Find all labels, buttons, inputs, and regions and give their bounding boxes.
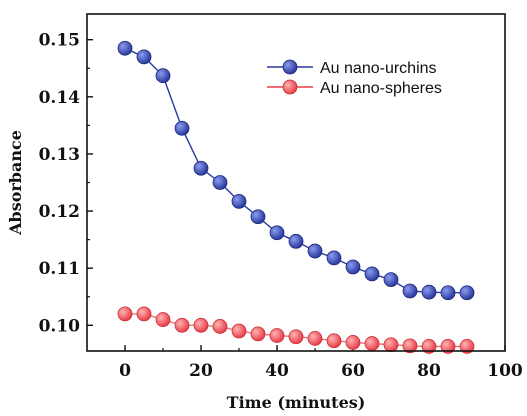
data-point [326, 333, 342, 349]
x-tick-label: 60 [341, 361, 365, 381]
data-point [117, 40, 133, 56]
legend-item: Au nano-urchins [267, 59, 437, 77]
data-point [440, 339, 456, 354]
data-point [155, 68, 171, 84]
data-point [269, 225, 285, 241]
data-point [421, 284, 437, 300]
y-tick-label: 0.12 [39, 202, 80, 222]
data-point [383, 272, 399, 288]
data-point [136, 49, 152, 65]
legend-item: Au nano-spheres [267, 79, 442, 97]
data-point [402, 283, 418, 299]
data-point [250, 326, 266, 342]
data-point [383, 337, 399, 353]
x-tick-labels: 0 20 40 60 80 100 [119, 361, 523, 381]
legend-marker [282, 59, 298, 75]
data-point [288, 329, 304, 345]
y-axis-label: Absorbance [6, 130, 25, 236]
data-point [421, 339, 437, 354]
data-point [212, 319, 228, 334]
data-point [402, 338, 418, 354]
data-point [155, 312, 171, 327]
x-tick-label: 80 [417, 361, 441, 381]
y-tick-label: 0.13 [39, 145, 80, 165]
legend-label: Au nano-spheres [320, 80, 442, 97]
x-tick-label: 100 [487, 361, 523, 381]
x-axis-label: Time (minutes) [227, 393, 366, 412]
data-point [250, 209, 266, 225]
data-point [212, 175, 228, 190]
data-point [117, 306, 133, 322]
legend: Au nano-urchins Au nano-spheres [267, 59, 442, 97]
data-point [231, 193, 247, 209]
data-point [136, 306, 152, 322]
data-point [193, 317, 209, 333]
series-au-nano-spheres [117, 306, 475, 354]
data-point [345, 335, 361, 350]
data-point [364, 266, 380, 282]
y-tick-label: 0.10 [39, 316, 81, 336]
data-point [307, 331, 323, 346]
x-tick-label: 40 [265, 361, 289, 381]
data-point [231, 323, 247, 339]
series-layer [117, 40, 475, 354]
data-point [174, 120, 190, 136]
y-tick-label: 0.14 [39, 88, 81, 108]
data-point [288, 233, 304, 249]
data-point [174, 317, 190, 333]
data-point [326, 250, 342, 266]
plot-frame [86, 13, 506, 352]
legend-marker [282, 79, 298, 95]
data-point [364, 336, 380, 351]
data-point [440, 285, 456, 301]
data-point [193, 160, 209, 176]
series-au-nano-urchins [117, 40, 475, 301]
legend-label: Au nano-urchins [320, 60, 437, 77]
y-tick-labels: 0.10 0.11 0.12 0.13 0.14 0.15 [39, 31, 81, 337]
data-point [307, 243, 323, 259]
data-point [459, 339, 475, 354]
data-point [269, 328, 285, 343]
x-tick-label: 20 [189, 361, 213, 381]
y-tick-label: 0.11 [39, 259, 80, 279]
x-tick-label: 0 [119, 361, 131, 381]
data-point [459, 285, 475, 301]
data-point [345, 259, 361, 275]
y-tick-label: 0.15 [39, 31, 80, 51]
